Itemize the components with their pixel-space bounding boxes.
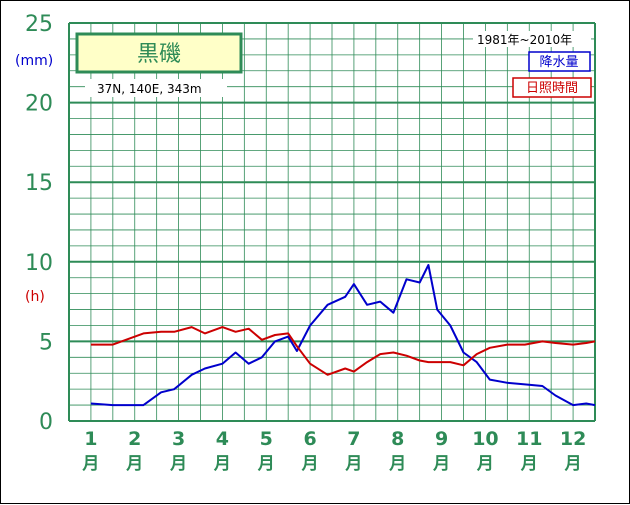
period-bg	[473, 31, 591, 47]
x-tick-label: 12	[560, 428, 586, 450]
y-tick-label: 20	[25, 92, 53, 117]
x-tick-label: 7	[347, 428, 360, 450]
x-tick-suffix: 月	[301, 454, 319, 474]
precip-line	[90, 264, 596, 407]
x-tick-suffix: 月	[257, 454, 275, 474]
station-name: 黒磯	[137, 42, 181, 67]
legend-precip-box	[528, 51, 591, 72]
x-tick-label: 11	[516, 428, 542, 450]
y-tick-label: 15	[25, 171, 53, 196]
plot-grid	[68, 22, 596, 422]
location-bg	[85, 79, 227, 97]
x-tick-suffix: 月	[564, 454, 582, 474]
x-tick-suffix: 月	[169, 454, 187, 474]
precip-unit-label: (mm)	[15, 53, 53, 69]
period-text: 1981年~2010年	[477, 33, 572, 47]
x-tick-suffix: 月	[125, 454, 143, 474]
sunshine-line	[90, 326, 596, 376]
location-text: 37N, 140E, 343m	[97, 82, 202, 96]
y-axis-ticks: 0 5 10 15 20 25	[25, 12, 53, 435]
series-lines	[90, 264, 596, 407]
x-tick-label: 3	[172, 428, 185, 450]
x-tick-label: 6	[303, 428, 316, 450]
y-tick-label: 0	[39, 410, 53, 435]
x-tick-suffix: 月	[344, 454, 362, 474]
y-tick-label: 10	[25, 251, 53, 276]
x-tick-suffix: 月	[388, 454, 406, 474]
x-tick-label: 9	[435, 428, 448, 450]
legend-precip-label: 降水量	[539, 55, 578, 70]
x-tick-label: 10	[472, 428, 498, 450]
x-tick-suffix: 月	[520, 454, 538, 474]
sunshine-unit-label: (h)	[25, 289, 45, 305]
x-tick-label: 2	[128, 428, 141, 450]
x-tick-suffix: 月	[476, 454, 494, 474]
y-tick-label: 25	[25, 12, 53, 37]
x-tick-suffix: 月	[432, 454, 450, 474]
x-axis-labels: 1 月 2 月 3 月 4 月 5 月 6 月 7 月 8 月 9 月 10 月 11 月 12 月	[81, 428, 586, 474]
x-tick-suffix: 月	[81, 454, 99, 474]
x-tick-label: 1	[84, 428, 97, 450]
legend-sunshine-label: 日照時間	[526, 81, 578, 96]
x-tick-label: 8	[391, 428, 404, 450]
x-tick-label: 4	[216, 428, 229, 450]
legend-sunshine-box	[512, 77, 592, 98]
x-tick-suffix: 月	[213, 454, 231, 474]
x-tick-label: 5	[260, 428, 273, 450]
station-box	[75, 32, 243, 74]
y-tick-label: 5	[39, 330, 53, 355]
